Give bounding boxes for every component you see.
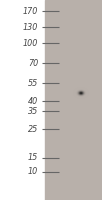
Text: 70: 70: [28, 58, 38, 68]
Text: 40: 40: [28, 97, 38, 106]
Text: 100: 100: [23, 38, 38, 47]
Text: 55: 55: [28, 78, 38, 88]
Text: 10: 10: [28, 168, 38, 176]
Text: 170: 170: [23, 6, 38, 16]
Text: 130: 130: [23, 22, 38, 31]
Text: 25: 25: [28, 124, 38, 134]
Text: 35: 35: [28, 106, 38, 116]
Bar: [45, 0, 102, 200]
Text: 15: 15: [28, 154, 38, 162]
